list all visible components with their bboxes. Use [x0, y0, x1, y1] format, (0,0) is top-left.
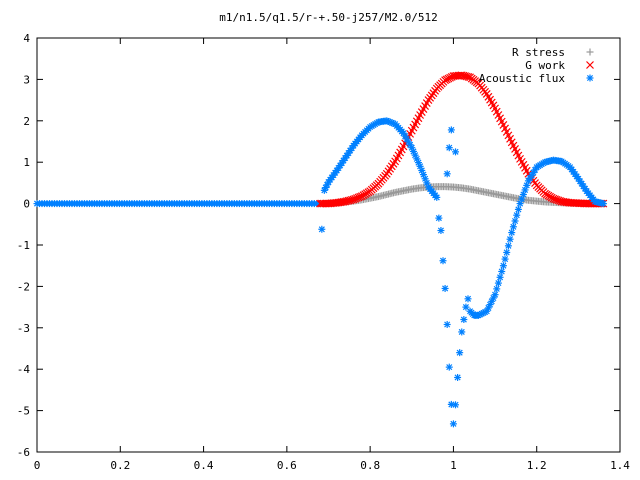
data-point — [447, 126, 455, 134]
data-point — [513, 211, 521, 219]
data-point — [435, 214, 443, 222]
x-tick-label: 1.4 — [610, 459, 630, 472]
x-tick-label: 0.8 — [360, 459, 380, 472]
x-tick-label: 1 — [450, 459, 457, 472]
data-point — [401, 132, 409, 140]
y-tick-label: -1 — [17, 239, 30, 252]
data-point — [503, 248, 511, 256]
data-point — [445, 144, 453, 152]
data-point — [452, 401, 460, 409]
data-point — [501, 255, 509, 263]
data-point — [433, 193, 441, 201]
data-point — [458, 328, 466, 336]
x-tick-label: 0.4 — [194, 459, 214, 472]
plot-axes — [36, 37, 621, 453]
data-point — [443, 170, 451, 178]
y-tick-label: -2 — [17, 280, 30, 293]
chart-title: m1/n1.5/q1.5/r-+.50-j257/M2.0/512 — [219, 11, 438, 24]
x-tick-label: 0.6 — [277, 459, 297, 472]
data-point — [508, 229, 516, 237]
data-point — [441, 284, 449, 292]
y-tick-label: -5 — [17, 405, 30, 418]
data-point — [452, 148, 460, 156]
axis-ticks: 0 0.2 0.4 0.6 0.8 1 1.2 1.4 4 3 2 1 0 -1 -2 -3 -4 -5 -6 — [17, 32, 631, 472]
data-series — [33, 71, 608, 428]
data-point — [464, 295, 472, 303]
x-tick-label: 0.2 — [110, 459, 130, 472]
data-point — [445, 363, 453, 371]
legend-label: Acoustic flux — [479, 72, 565, 85]
data-point — [318, 225, 326, 233]
data-point — [491, 291, 499, 299]
y-tick-label: 2 — [23, 115, 30, 128]
data-point — [454, 373, 462, 381]
y-tick-label: 0 — [23, 198, 30, 211]
legend-marker — [586, 61, 594, 69]
data-point — [498, 267, 506, 275]
legend-marker — [586, 74, 594, 82]
data-point — [456, 349, 464, 357]
series-acoustic-flux-upper-branch- — [443, 126, 460, 178]
data-point — [599, 200, 607, 208]
x-tick-label: 1.2 — [527, 459, 547, 472]
data-point — [499, 262, 507, 270]
y-tick-label: -3 — [17, 322, 30, 335]
x-tick-label: 0 — [34, 459, 41, 472]
y-tick-label: 1 — [23, 156, 30, 169]
data-point — [443, 320, 451, 328]
data-point — [460, 316, 468, 324]
y-tick-label: -4 — [17, 363, 31, 376]
baseline-markers — [33, 200, 323, 208]
legend-label: G work — [525, 59, 565, 72]
data-point — [493, 285, 501, 293]
data-point — [504, 242, 512, 250]
data-point — [494, 279, 502, 287]
data-point — [406, 141, 414, 149]
data-point — [514, 205, 522, 213]
legend-marker — [586, 48, 594, 56]
data-point — [437, 227, 445, 235]
y-tick-label: -6 — [17, 446, 30, 459]
legend-label: R stress — [512, 46, 565, 59]
data-point — [511, 217, 519, 225]
y-tick-label: 3 — [23, 73, 30, 86]
data-point — [496, 273, 504, 281]
series-acoustic-flux — [318, 117, 607, 428]
data-point — [449, 420, 457, 428]
data-point — [506, 235, 514, 243]
data-point — [439, 257, 447, 265]
y-tick-label: 4 — [23, 32, 30, 45]
data-point — [509, 223, 517, 231]
plot-frame — [36, 37, 621, 453]
